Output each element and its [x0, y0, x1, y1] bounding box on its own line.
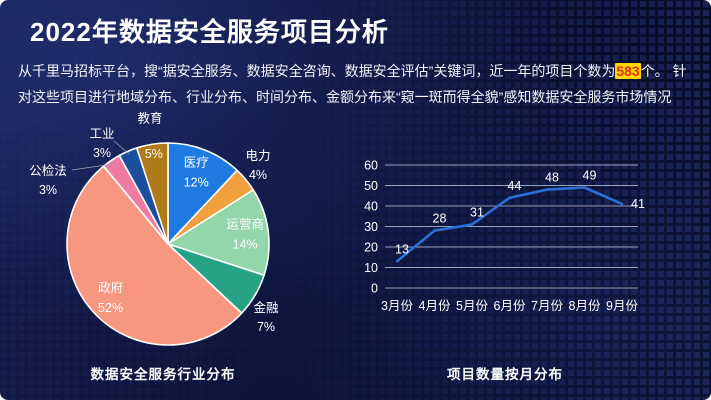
- pie-label-value: 14%: [233, 237, 258, 251]
- data-point-label: 13: [395, 242, 409, 256]
- pie-label-name: 工业: [89, 127, 114, 141]
- x-axis-tick-label: 3月份: [381, 299, 413, 313]
- pie-leader-line: [71, 163, 114, 171]
- y-axis-tick-label: 30: [364, 220, 378, 234]
- data-point-label: 44: [508, 179, 522, 193]
- pie-label-name: 政府: [98, 280, 123, 295]
- pie-label-value: 7%: [257, 320, 275, 334]
- x-axis-tick-label: 7月份: [531, 299, 563, 313]
- pie-slice-政府: [66, 165, 243, 346]
- data-point-label: 49: [583, 169, 597, 183]
- x-axis-tick-label: 6月份: [494, 299, 526, 313]
- industry-pie-chart: 医疗 12% 电力 4% 运营商 14% 金融 7% 政府 52% 公检法 3% 工业 3% 教育 5%: [29, 110, 279, 346]
- pie-label-value: 5%: [145, 147, 163, 161]
- pie-slice-医疗: [167, 142, 238, 245]
- pie-label-value: 52%: [98, 301, 123, 315]
- y-axis-tick-label: 60: [364, 159, 378, 173]
- slide-title: 2022年数据安全服务项目分析: [30, 17, 389, 47]
- y-axis-tick-label: 10: [364, 261, 378, 275]
- pie-label-value: 4%: [249, 168, 267, 182]
- intro-text-before: 从千里马招标平台，搜“据安全服务、数据安全咨询、数据安全评估”关键词，近一年的项…: [18, 63, 616, 79]
- project-count-highlight: 583: [615, 63, 641, 79]
- data-series-line: [395, 186, 624, 263]
- intro-paragraph: 从千里马招标平台，搜“据安全服务、数据安全咨询、数据安全评估”关键词，近一年的项…: [18, 58, 696, 110]
- pie-label-value: 12%: [184, 176, 209, 190]
- line-chart-title: 项目数量按月分布: [447, 367, 563, 382]
- y-axis-tick-label: 50: [364, 179, 378, 193]
- pie-label-name: 公检法: [29, 163, 67, 178]
- pie-label-value: 3%: [39, 183, 57, 197]
- intro-text-after: 个。 针对这些项目进行地域分布、行业分布、时间分布、金额分布来“窥一斑而得全貌”…: [18, 63, 687, 105]
- pie-label-name: 运营商: [226, 216, 264, 231]
- y-axis-tick-label: 20: [364, 241, 378, 255]
- pie-label-name: 教育: [137, 110, 162, 125]
- data-point-label: 48: [545, 171, 559, 185]
- x-axis-tick-label: 5月份: [456, 299, 488, 313]
- pie-slice-教育: [135, 142, 169, 245]
- x-axis-tick-label: 8月份: [569, 299, 601, 313]
- pie-label-value: 3%: [93, 146, 111, 160]
- pie-label-name: 医疗: [184, 156, 209, 170]
- pie-chart-title: 数据安全服务行业分布: [90, 367, 236, 382]
- data-point-label: 28: [433, 212, 447, 226]
- x-axis-tick-label: 9月份: [606, 299, 638, 313]
- pie-label-name: 电力: [245, 149, 270, 163]
- data-point-label: 31: [470, 205, 484, 219]
- y-axis-tick-label: 0: [371, 282, 378, 296]
- pie-label-name: 金融: [253, 300, 279, 315]
- pie-slice-运营商: [167, 189, 270, 277]
- y-axis-tick-label: 40: [364, 200, 378, 214]
- x-axis-tick-label: 4月份: [419, 299, 451, 313]
- monthly-line-chart: 60 50 40 30 20 10 0 13 3月份 28 4月份 31 5月份 44 6月份 48 7月份 49…: [364, 159, 645, 314]
- data-point-label: 41: [631, 197, 645, 211]
- pie-leader-line: [113, 140, 130, 155]
